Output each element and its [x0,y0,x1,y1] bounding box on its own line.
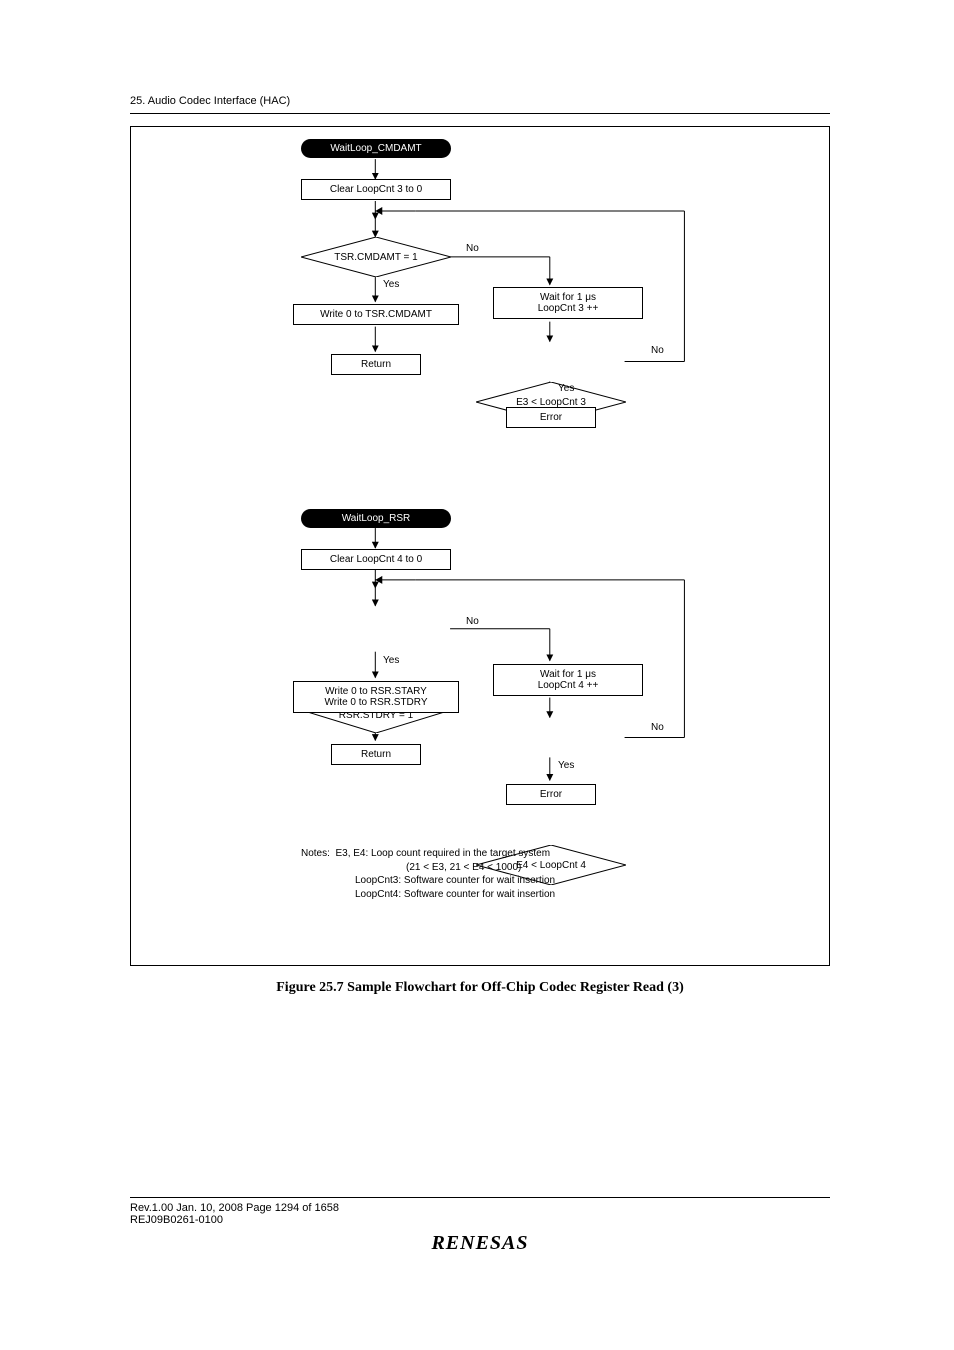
fc2-write: Write 0 to RSR.STARY Write 0 to RSR.STDR… [293,681,459,713]
notes-line2: (21 < E3, 21 < E4 < 1000) [301,861,521,875]
notes-line4: LoopCnt4: Software counter for wait inse… [301,888,555,902]
fc2-d2-yes: Yes [558,760,574,771]
notes-prefix: Notes: [301,848,330,859]
fc1-d2-no: No [651,345,664,356]
fc1-entry: WaitLoop_CMDAMT [301,139,451,158]
footer-doc: REJ09B0261-0100 [130,1214,830,1226]
fc1-d2-yes: Yes [558,383,574,394]
page-footer: Rev.1.00 Jan. 10, 2008 Page 1294 of 1658… [130,1197,830,1255]
fc2-error: Error [506,784,596,805]
section-header: 25. Audio Codec Interface (HAC) [130,95,830,114]
footer-rev: Rev.1.00 Jan. 10, 2008 Page 1294 of 1658 [130,1202,830,1214]
fc2-d1-yes: Yes [383,655,399,666]
fc1-error: Error [506,407,596,428]
connectors [131,127,829,965]
fc1-decision1-label: TSR.CMDAMT = 1 [301,237,451,277]
fc1-return: Return [331,354,421,375]
footer-logo: RENESAS [130,1232,830,1255]
fc2-wait: Wait for 1 μs LoopCnt 4 ++ [493,664,643,696]
fc1-d1-yes: Yes [383,279,399,290]
notes-block: Notes: E3, E4: Loop count required in th… [301,847,721,901]
fc1-decision1: TSR.CMDAMT = 1 [301,237,451,277]
notes-line1: E3, E4: Loop count required in the targe… [335,848,550,859]
fc1-d1-no: No [466,243,479,254]
fc1-wait: Wait for 1 μs LoopCnt 3 ++ [493,287,643,319]
fc2-entry: WaitLoop_RSR [301,509,451,528]
figure-caption: Figure 25.7 Sample Flowchart for Off-Chi… [130,980,830,996]
fc1-write: Write 0 to TSR.CMDAMT [293,304,459,325]
fc2-return: Return [331,744,421,765]
notes-line3: LoopCnt3: Software counter for wait inse… [301,874,555,888]
diagram-frame: WaitLoop_CMDAMT Clear LoopCnt 3 to 0 TSR… [130,126,830,966]
fc1-clear: Clear LoopCnt 3 to 0 [301,179,451,200]
fc2-d1-no: No [466,616,479,627]
fc2-d2-no: No [651,722,664,733]
fc2-clear: Clear LoopCnt 4 to 0 [301,549,451,570]
